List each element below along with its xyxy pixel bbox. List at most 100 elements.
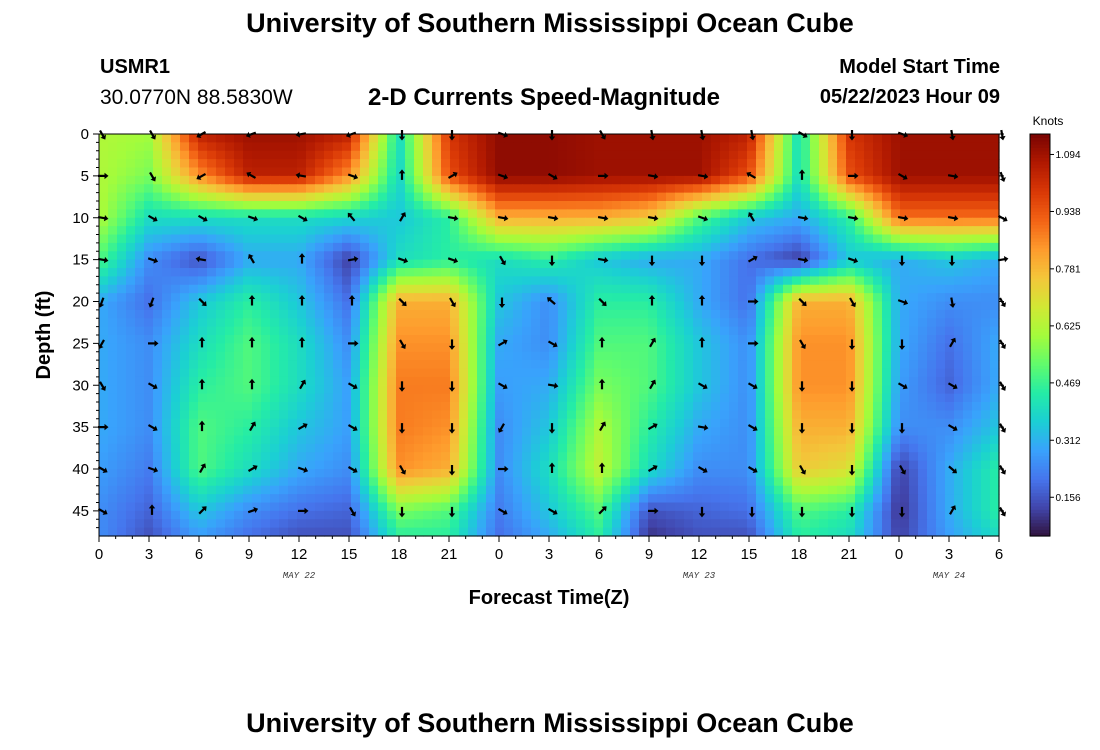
heatmap-cell [900, 527, 910, 537]
heatmap-cell [639, 226, 649, 236]
heatmap-cell [846, 443, 856, 453]
heatmap-cell [324, 259, 334, 269]
heatmap-cell [549, 276, 559, 286]
heatmap-cell [846, 268, 856, 277]
heatmap-cell [810, 242, 820, 252]
heatmap-cell [729, 335, 739, 344]
heatmap-cell [189, 527, 199, 537]
heatmap-cell [819, 251, 829, 261]
heatmap-cell [972, 284, 982, 294]
heatmap-cell [522, 318, 532, 328]
heatmap-cell [117, 242, 127, 252]
heatmap-cell [828, 460, 838, 470]
heatmap-cell [792, 452, 802, 462]
heatmap-cell [657, 393, 667, 403]
heatmap-cell [495, 175, 505, 185]
heatmap-cell [684, 376, 694, 386]
heatmap-cell [882, 251, 892, 261]
heatmap-cell [297, 427, 307, 437]
heatmap-cell [567, 217, 577, 227]
heatmap-cell [621, 494, 631, 504]
heatmap-cell [423, 402, 433, 411]
heatmap-cell [243, 318, 253, 328]
heatmap-cell [387, 410, 397, 420]
heatmap-cell [99, 376, 109, 386]
heatmap-cell [927, 134, 937, 143]
heatmap-cell [207, 293, 217, 303]
heatmap-cell [414, 318, 424, 328]
heatmap-cell [99, 351, 109, 361]
heatmap-cell [495, 209, 505, 219]
heatmap-cell [918, 150, 928, 160]
heatmap-cell [693, 201, 703, 210]
heatmap-cell [288, 443, 298, 453]
heatmap-cell [702, 293, 712, 303]
heatmap-cell [927, 418, 937, 428]
heatmap-cell [585, 301, 595, 311]
heatmap-cell [675, 175, 685, 185]
heatmap-cell [729, 402, 739, 411]
heatmap-cell [414, 360, 424, 370]
heatmap-cell [108, 368, 118, 378]
heatmap-cell [693, 510, 703, 520]
heatmap-cell [531, 242, 541, 252]
heatmap-cell [693, 519, 703, 529]
heatmap-cell [729, 301, 739, 311]
heatmap-cell [981, 385, 991, 395]
heatmap-cell [153, 385, 163, 395]
heatmap-cell [99, 175, 109, 185]
heatmap-cell [810, 318, 820, 328]
heatmap-cell [378, 326, 388, 336]
heatmap-cell [963, 318, 973, 328]
heatmap-cell [801, 485, 811, 495]
heatmap-cell [756, 284, 766, 294]
heatmap-cell [171, 343, 181, 353]
heatmap-cell [351, 167, 361, 177]
heatmap-cell [747, 360, 757, 370]
heatmap-cell [684, 184, 694, 194]
heatmap-cell [783, 494, 793, 504]
heatmap-cell [810, 418, 820, 428]
heatmap-cell [972, 242, 982, 252]
heatmap-cell [747, 301, 757, 311]
heatmap-cell [171, 452, 181, 462]
heatmap-cell [873, 343, 883, 353]
heatmap-cell [837, 276, 847, 286]
heatmap-cell [792, 226, 802, 236]
heatmap-cell [504, 385, 514, 395]
heatmap-cell [432, 502, 442, 512]
heatmap-cell [297, 134, 307, 143]
heatmap-cell [144, 142, 154, 152]
heatmap-cell [306, 142, 316, 152]
heatmap-cell [144, 150, 154, 160]
heatmap-cell [405, 226, 415, 236]
heatmap-cell [414, 469, 424, 478]
heatmap-cell [585, 343, 595, 353]
heatmap-cell [900, 418, 910, 428]
heatmap-cell [774, 418, 784, 428]
heatmap-cell [324, 175, 334, 185]
heatmap-cell [567, 427, 577, 437]
heatmap-cell [576, 527, 586, 537]
heatmap-cell [693, 167, 703, 177]
heatmap-cell [423, 159, 433, 169]
heatmap-cell [450, 150, 460, 160]
heatmap-cell [981, 469, 991, 478]
heatmap-cell [900, 393, 910, 403]
heatmap-cell [747, 443, 757, 453]
heatmap-cell [351, 226, 361, 236]
heatmap-cell [549, 309, 559, 319]
heatmap-cell [846, 159, 856, 169]
heatmap-cell [612, 519, 622, 529]
heatmap-cell [873, 268, 883, 277]
heatmap-cell [891, 376, 901, 386]
heatmap-cell [783, 309, 793, 319]
heatmap-cell [495, 343, 505, 353]
heatmap-cell [369, 351, 379, 361]
heatmap-cell [504, 150, 514, 160]
heatmap-cell [432, 360, 442, 370]
heatmap-cell [432, 510, 442, 520]
heatmap-cell [423, 301, 433, 311]
heatmap-cell [765, 326, 775, 336]
heatmap-cell [171, 527, 181, 537]
